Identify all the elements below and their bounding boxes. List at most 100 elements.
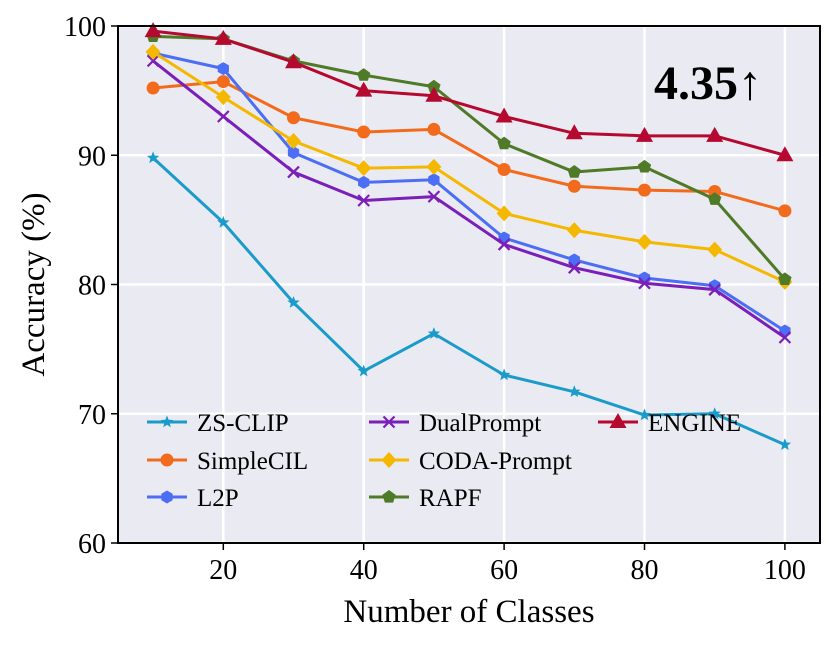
data-point-engine — [144, 22, 162, 38]
legend-entry-dualprompt: DualPrompt — [369, 410, 541, 437]
data-point-zs-clip — [217, 215, 230, 228]
data-point-simplecil — [357, 125, 371, 139]
data-point-zs-clip — [427, 327, 441, 339]
legend: ZS-CLIP SimpleCIL L2P DualPrompt CODA-Prompt… — [147, 410, 741, 512]
data-point-coda-prompt — [637, 233, 652, 250]
data-point-simplecil — [146, 81, 160, 95]
data-point-l2p — [428, 173, 440, 187]
series-group — [144, 22, 794, 451]
series-simplecil — [146, 75, 792, 218]
data-point-dualprompt — [708, 283, 721, 296]
data-point-dualprompt — [497, 238, 511, 251]
legend-marker — [381, 452, 397, 468]
data-point-engine — [214, 29, 232, 45]
legend-entry-rapf: RAPF — [369, 485, 482, 512]
annotation: 4.35↑ — [654, 57, 762, 110]
series-dualprompt — [146, 54, 792, 344]
data-point-rapf — [357, 68, 371, 81]
legend-marker — [161, 490, 173, 504]
legend-label: CODA-Prompt — [419, 448, 572, 475]
data-point-rapf — [778, 272, 792, 285]
data-point-dualprompt — [287, 165, 300, 179]
data-point-zs-clip — [638, 408, 651, 421]
y-axis-label: Accuracy (%) — [16, 192, 52, 376]
data-point-zs-clip — [146, 151, 160, 164]
series-engine — [144, 22, 794, 162]
data-point-zs-clip — [287, 296, 300, 308]
data-point-rapf — [637, 159, 652, 173]
data-point-engine — [355, 81, 373, 97]
series-line-simplecil — [152, 80, 786, 213]
legend-entry-simplecil: SimpleCIL — [147, 448, 308, 475]
x-tick-label: 40 — [350, 555, 378, 586]
data-point-zs-clip — [357, 364, 370, 377]
data-point-simplecil — [216, 75, 230, 89]
data-point-dualprompt — [217, 110, 230, 123]
data-point-engine — [425, 86, 443, 102]
data-point-dualprompt — [778, 331, 792, 344]
data-point-engine — [776, 146, 794, 162]
data-point-coda-prompt — [145, 43, 161, 60]
data-point-engine — [706, 126, 724, 142]
data-point-engine — [495, 107, 513, 123]
x-tick-label: 20 — [209, 555, 237, 586]
data-point-simplecil — [427, 122, 441, 136]
legend-entry-coda-prompt: CODA-Prompt — [369, 448, 572, 475]
data-point-simplecil — [497, 162, 511, 176]
data-point-zs-clip — [497, 368, 511, 381]
legend-label: ENGINE — [648, 410, 741, 437]
y-tick-label: 70 — [78, 400, 106, 431]
x-tick-label: 60 — [490, 555, 518, 586]
data-point-simplecil — [567, 179, 581, 193]
data-point-zs-clip — [568, 385, 581, 398]
data-point-zs-clip — [778, 438, 792, 451]
data-point-l2p — [568, 253, 580, 267]
data-point-engine — [285, 53, 302, 69]
data-point-l2p — [217, 62, 229, 76]
data-point-engine — [636, 126, 653, 142]
data-point-rapf — [567, 165, 581, 178]
ticks: 60 70 80 90 100 20 40 60 80 100 — [64, 12, 806, 586]
data-point-coda-prompt — [566, 222, 582, 239]
data-point-coda-prompt — [286, 133, 301, 150]
data-point-dualprompt — [638, 276, 651, 290]
legend-label: DualPrompt — [419, 410, 541, 437]
y-tick-label: 60 — [78, 529, 106, 560]
data-point-rapf — [497, 136, 511, 150]
data-point-simplecil — [638, 183, 651, 197]
legend-entry-engine: ENGINE — [598, 410, 741, 437]
data-point-simplecil — [287, 111, 300, 125]
series-line-zs-clip — [152, 156, 786, 447]
data-point-zs-clip — [708, 407, 721, 420]
legend-label: ZS-CLIP — [197, 410, 289, 437]
legend-label: L2P — [197, 485, 239, 512]
series-line-coda-prompt — [152, 50, 786, 284]
data-point-coda-prompt — [496, 205, 512, 222]
y-tick-label: 100 — [64, 12, 106, 43]
legend-marker — [609, 413, 627, 428]
data-point-coda-prompt — [426, 158, 442, 175]
series-line-l2p — [152, 51, 786, 333]
data-point-l2p — [358, 175, 370, 189]
data-point-coda-prompt — [356, 160, 372, 177]
legend-marker — [382, 490, 396, 503]
series-zs-clip — [146, 151, 792, 451]
series-line-engine — [152, 29, 786, 157]
legend-entry-l2p: L2P — [147, 485, 239, 512]
data-point-dualprompt — [568, 261, 581, 274]
x-tick-label: 100 — [764, 555, 806, 586]
legend-marker — [382, 415, 396, 429]
y-tick-label: 80 — [78, 271, 106, 302]
data-point-simplecil — [778, 204, 792, 218]
data-point-coda-prompt — [707, 241, 723, 258]
legend-marker — [160, 453, 174, 467]
data-point-engine — [565, 124, 583, 140]
data-point-dualprompt — [357, 194, 370, 207]
series-coda-prompt — [145, 43, 793, 290]
y-tick-label: 90 — [78, 141, 106, 172]
x-axis-label: Number of Classes — [343, 594, 594, 630]
legend-marker — [160, 415, 174, 428]
data-point-coda-prompt — [215, 89, 231, 106]
data-point-dualprompt — [427, 190, 441, 203]
